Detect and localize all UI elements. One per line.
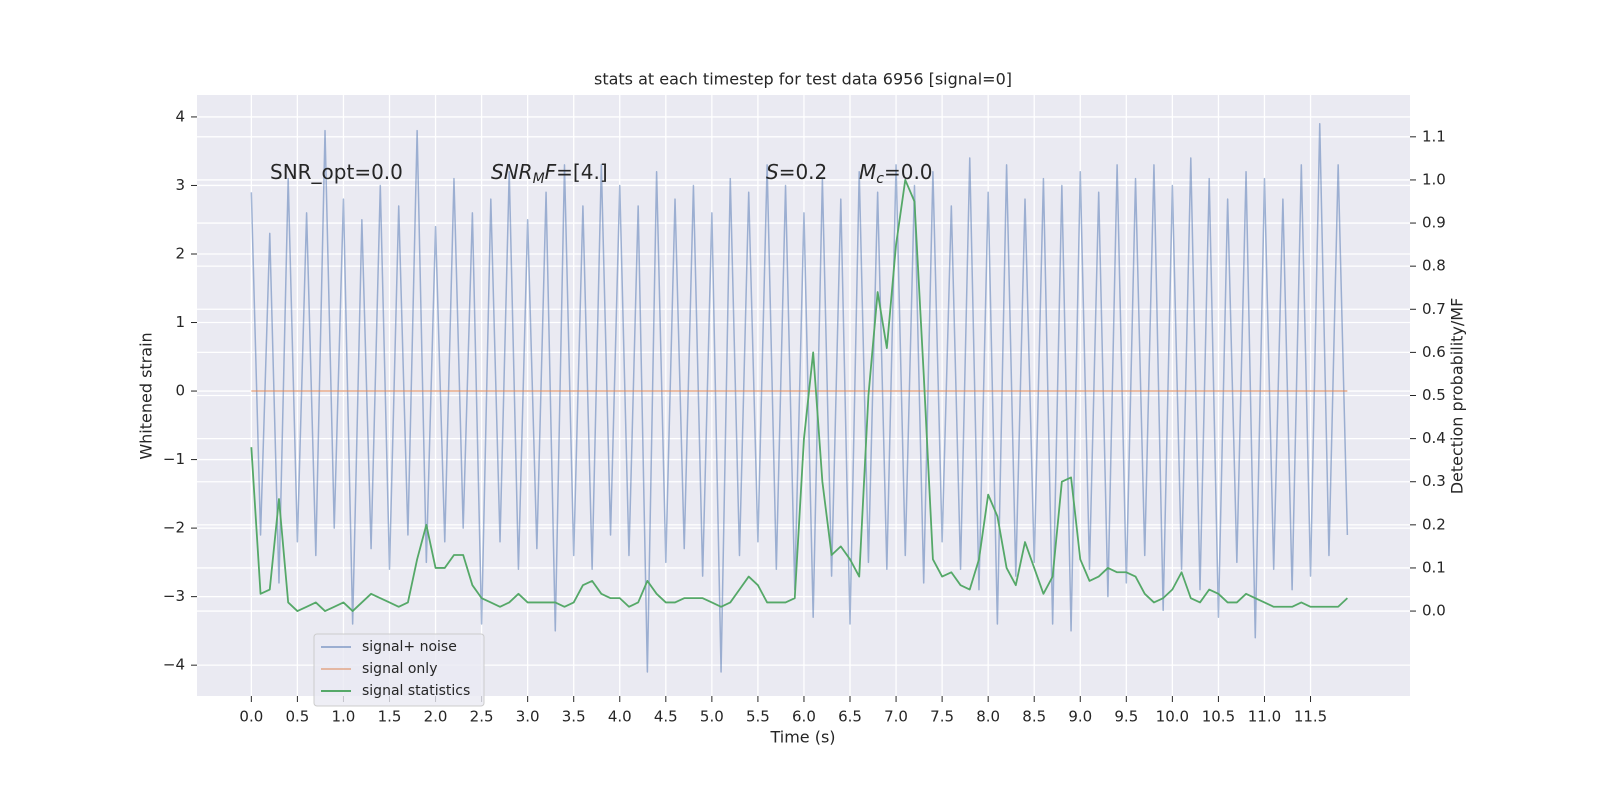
annotation-part: c <box>876 171 884 187</box>
annotation-part: F <box>545 160 557 184</box>
legend-label: signal only <box>362 661 437 677</box>
x-tick-label: 6.0 <box>792 708 816 726</box>
series-line <box>250 179 1348 612</box>
x-tick-label: 10.0 <box>1156 708 1189 726</box>
x-tick-label: 7.5 <box>930 708 954 726</box>
annotation-part: =0.0 <box>884 160 933 184</box>
series-line <box>250 123 1349 673</box>
x-tick-label: 8.5 <box>1022 708 1046 726</box>
y-tick-label: 1 <box>175 313 185 331</box>
annotation: SNR_opt=0.0 <box>270 160 403 184</box>
y2-tick-label: 0.5 <box>1422 386 1446 404</box>
annotation: SNRMF=[4.] <box>491 160 608 188</box>
y-tick-label: 4 <box>175 107 185 125</box>
y-axis-label: Whitened strain <box>137 332 156 459</box>
y2-tick-label: 0.0 <box>1422 602 1446 620</box>
x-tick-label: 6.5 <box>838 708 862 726</box>
x-tick-label: 5.5 <box>746 708 770 726</box>
x-tick-label: 0.0 <box>239 708 263 726</box>
chart-title: stats at each timestep for test data 695… <box>594 70 1012 89</box>
y2-tick-label: 0.4 <box>1422 429 1446 447</box>
x-tick-label: 5.0 <box>700 708 724 726</box>
annotation-part: =[4.] <box>556 160 607 184</box>
annotation-part: SNR <box>491 160 533 184</box>
x-axis-label: Time (s) <box>769 728 835 747</box>
x-tick-label: 0.5 <box>285 708 309 726</box>
y2-tick-label: 0.3 <box>1422 472 1446 490</box>
annotation: Mc=0.0 <box>859 160 933 188</box>
y2-tick-label: 1.0 <box>1422 170 1446 188</box>
y-tick-label: 2 <box>175 244 185 262</box>
annotation-part: M <box>859 160 876 184</box>
annotation-part: S <box>766 160 779 184</box>
x-tick-label: 9.0 <box>1068 708 1092 726</box>
x-tick-label: 8.0 <box>976 708 1000 726</box>
y-tick-label: −1 <box>163 450 185 468</box>
x-tick-label: 7.0 <box>884 708 908 726</box>
y-tick-label: 0 <box>175 382 185 400</box>
x-tick-label: 2.5 <box>470 708 494 726</box>
annotation: S=0.2 <box>766 160 827 184</box>
x-tick-label: 11.5 <box>1294 708 1327 726</box>
x-tick-label: 3.0 <box>516 708 540 726</box>
legend-box <box>313 633 485 707</box>
y2-tick-label: 0.2 <box>1422 515 1446 533</box>
y-tick-label: 3 <box>175 176 185 194</box>
x-tick-label: 2.0 <box>424 708 448 726</box>
x-tick-label: 1.0 <box>332 708 356 726</box>
annotation-part: SNR_opt=0.0 <box>270 160 403 184</box>
y2-axis-label: Detection probability/MF <box>1448 298 1467 495</box>
annotation-part: M <box>533 171 545 187</box>
x-tick-label: 3.5 <box>562 708 586 726</box>
legend-label: signal statistics <box>362 683 470 699</box>
x-tick-label: 9.5 <box>1114 708 1138 726</box>
x-tick-label: 1.5 <box>378 708 402 726</box>
y2-tick-label: 1.1 <box>1422 127 1446 145</box>
y-tick-label: −4 <box>163 656 185 674</box>
y2-tick-label: 0.9 <box>1422 214 1446 232</box>
annotation-part: =0.2 <box>779 160 828 184</box>
x-tick-label: 4.0 <box>608 708 632 726</box>
y2-tick-label: 0.7 <box>1422 300 1446 318</box>
x-tick-label: 10.5 <box>1202 708 1235 726</box>
y2-tick-label: 0.6 <box>1422 343 1446 361</box>
y-tick-label: −3 <box>163 587 185 605</box>
y2-tick-label: 0.1 <box>1422 558 1446 576</box>
y-tick-label: −2 <box>163 519 185 537</box>
y2-tick-label: 0.8 <box>1422 257 1446 275</box>
x-tick-label: 4.5 <box>654 708 678 726</box>
x-tick-label: 11.0 <box>1248 708 1281 726</box>
legend-label: signal+ noise <box>362 639 457 655</box>
